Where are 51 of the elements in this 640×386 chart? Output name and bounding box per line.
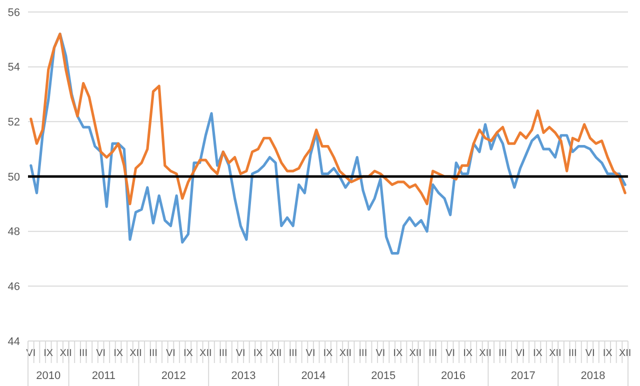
text: 2011	[92, 370, 116, 382]
y-tick-label: 48	[8, 226, 20, 238]
x-tick-label: III	[428, 348, 438, 359]
x-tick-label: IX	[602, 348, 613, 359]
x-tick-label: III	[79, 348, 88, 359]
x-tick-label: XII	[269, 348, 282, 359]
y-tick-label: 44	[8, 336, 20, 348]
x-tick-label: IX	[253, 348, 264, 359]
x-tick-label: IX	[114, 348, 124, 359]
x-tick-label: VI	[376, 348, 386, 359]
x-tick-label: XII	[618, 348, 632, 359]
line-series	[30, 32, 626, 206]
y-tick-label: 50	[8, 171, 20, 184]
text: 2015	[371, 370, 396, 382]
x-tick-label: III	[149, 348, 158, 359]
x-tick-label: IX	[44, 348, 54, 359]
x-tick-label: III	[498, 348, 507, 359]
text: 2017	[510, 370, 536, 382]
text: 2010	[36, 370, 61, 382]
x-tick-label: XII	[409, 348, 422, 359]
x-tick-label: IX	[393, 348, 403, 359]
x-tick-label: VI	[166, 348, 176, 359]
x-tick-label: IX	[532, 348, 543, 359]
x-tick-label: XII	[130, 348, 142, 359]
text: 2016	[441, 370, 466, 382]
x-tick-label: XII	[479, 348, 492, 359]
x-tick-label: XII	[339, 348, 352, 359]
text: 2018	[580, 370, 606, 382]
x-tick-label: III	[568, 348, 577, 359]
x-tick-label: VI	[306, 348, 316, 359]
y-tick-label: 46	[8, 281, 20, 294]
x-tick-label: III	[358, 348, 368, 359]
text: 2013	[231, 370, 256, 382]
x-tick-label: VI	[585, 348, 595, 359]
y-tick-label: 52	[8, 116, 20, 129]
x-tick-label: IX	[183, 348, 194, 359]
x-tick-label: IX	[323, 348, 334, 359]
x-tick-label: IX	[463, 348, 473, 359]
x-tick-label: XII	[549, 348, 562, 359]
x-tick-label: XII	[200, 348, 212, 359]
x-tick-label: VI	[516, 348, 525, 359]
x-tick-label: III	[218, 348, 228, 359]
y-tick-label: 54	[8, 62, 20, 74]
x-tick-label: VI	[236, 348, 246, 359]
text: 2012	[161, 370, 186, 382]
x-tick-label: III	[288, 348, 298, 359]
text: 2014	[301, 370, 326, 382]
x-tick-label: VI	[96, 348, 106, 359]
x-tick-label: VI	[446, 348, 456, 359]
y-tick-label: 56	[8, 6, 20, 19]
x-tick-label: XII	[60, 348, 72, 359]
